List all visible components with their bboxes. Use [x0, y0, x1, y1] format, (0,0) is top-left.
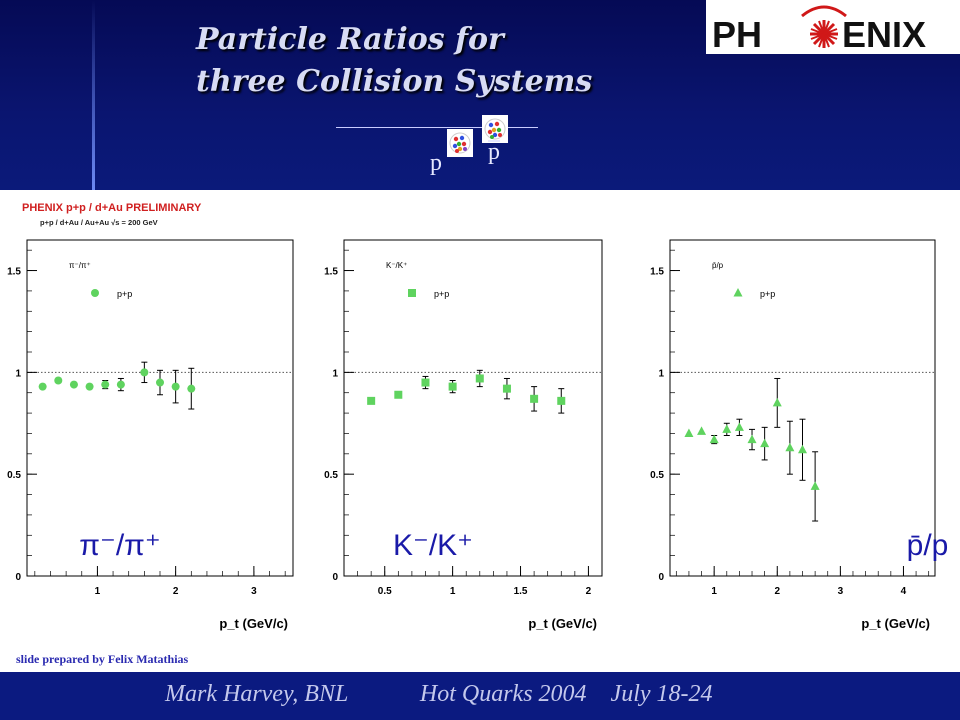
x-axis-label: p_t (GeV/c) — [219, 616, 288, 631]
data-point — [69, 380, 78, 389]
data-point — [156, 378, 164, 387]
slide-title-line-1: Particle Ratios for — [196, 22, 504, 57]
y-tick-label: 1 — [15, 368, 21, 379]
data-point — [85, 382, 94, 391]
data-point — [54, 376, 63, 385]
data-point — [448, 382, 457, 391]
y-tick-label: 0.5 — [650, 470, 664, 481]
data-point — [734, 422, 744, 431]
data-point — [709, 434, 719, 444]
data-point — [394, 390, 403, 399]
data-point — [171, 382, 180, 391]
y-tick-label: 0.5 — [324, 470, 338, 481]
data-point — [810, 481, 820, 490]
x-tick-label: 0.5 — [378, 586, 392, 597]
footer-band — [0, 672, 960, 720]
data-point — [421, 378, 430, 387]
data-point — [722, 424, 732, 433]
header-accent-line — [92, 0, 95, 190]
plot-frame — [26, 239, 294, 577]
legend-marker — [408, 289, 416, 297]
proton-icon — [447, 129, 473, 157]
data-point — [785, 442, 795, 452]
data-point — [101, 380, 110, 389]
y-tick-label: 1 — [332, 368, 338, 379]
legend-marker — [91, 289, 99, 297]
x-tick-label: 1 — [711, 586, 717, 597]
legend-label: p+p — [434, 289, 449, 299]
x-tick-label: 2 — [774, 586, 780, 597]
data-point — [530, 394, 539, 403]
y-tick-label: 1 — [658, 368, 664, 379]
antiproton-label: p — [488, 139, 500, 165]
legend-marker — [733, 288, 743, 297]
data-point — [798, 444, 807, 454]
x-tick-label: 1 — [450, 586, 456, 597]
title-divider — [336, 127, 538, 128]
antiproton-bar — [488, 140, 500, 142]
y-tick-label: 1.5 — [324, 267, 338, 278]
x-tick-label: 1 — [95, 586, 101, 597]
logo-text-left: PH — [712, 14, 762, 54]
data-point — [116, 380, 125, 389]
y-tick-label: 1.5 — [650, 267, 664, 278]
inset-label: π⁻/π⁺ — [69, 261, 91, 270]
footer-text: Mark Harvey, BNL Hot Quarks 2004 July 18… — [165, 681, 713, 707]
x-axis-label: p_t (GeV/c) — [861, 616, 930, 631]
x-axis-label: p_t (GeV/c) — [528, 616, 597, 631]
y-tick-label: 0.5 — [7, 470, 21, 481]
x-tick-label: 2 — [586, 586, 592, 597]
data-point — [140, 368, 149, 377]
plot-area: PHENIX p+p / d+Au PRELIMINARY p+p / d+Au… — [0, 190, 960, 672]
legend-label: p+p — [117, 289, 132, 299]
data-point — [772, 397, 782, 407]
data-point — [557, 396, 566, 405]
ratio-overlay-label: p̄/p — [907, 529, 949, 562]
y-tick-label: 0 — [658, 572, 664, 583]
ratio-overlay-label: π⁻/π⁺ — [79, 529, 160, 562]
chart-panel-1: 0 0.5 1 1.5 1 2 3 p_t (GeV/c) π⁻/π⁺ p+p π⁻/π⁺ — [7, 239, 294, 631]
slide-title-line-2: three Collision Systems — [196, 64, 593, 99]
data-point — [367, 396, 376, 405]
x-tick-label: 3 — [251, 586, 257, 597]
chart-panel-3: 0 0.5 1 1.5 1 2 3 4 p_t (GeV/c) p̄/p p+p p̄/p — [650, 239, 949, 631]
inset-label: p̄/p — [712, 261, 724, 270]
legend-label: p+p — [760, 289, 775, 299]
logo-sun-icon — [810, 20, 838, 48]
proton-label: p — [430, 150, 442, 176]
x-tick-label: 1.5 — [514, 586, 528, 597]
phenix-logo: PH ENIX — [706, 0, 960, 54]
y-tick-label: 0 — [15, 572, 21, 583]
preliminary-heading: PHENIX p+p / d+Au PRELIMINARY — [22, 202, 202, 214]
logo-text-right: ENIX — [842, 14, 926, 54]
data-point — [502, 384, 511, 393]
preliminary-subheading: p+p / d+Au / Au+Au √s = 200 GeV — [40, 218, 158, 227]
y-tick-label: 1.5 — [7, 267, 21, 278]
x-tick-label: 2 — [173, 586, 179, 597]
plot-frame — [343, 239, 603, 577]
ratio-overlay-label: K⁻/K⁺ — [393, 529, 473, 562]
data-point — [38, 382, 47, 391]
inset-label: K⁻/K⁺ — [386, 261, 407, 270]
data-point — [187, 384, 196, 393]
ratio-plots: PHENIX p+p / d+Au PRELIMINARY p+p / d+Au… — [7, 202, 949, 631]
data-point — [697, 426, 707, 435]
antiproton-icon — [482, 115, 508, 143]
data-point — [684, 428, 694, 437]
data-point — [760, 438, 770, 448]
data-point — [747, 434, 757, 444]
y-tick-label: 0 — [332, 572, 338, 583]
plot-frame — [669, 239, 936, 577]
slide-credit: slide prepared by Felix Matathias — [16, 652, 189, 666]
x-tick-label: 4 — [901, 586, 907, 597]
chart-panel-2: 0 0.5 1 1.5 0.5 1 1.5 2 p_t (GeV/c) K⁻/K⁺ p+p K⁻/K⁺ — [324, 239, 603, 631]
x-tick-label: 3 — [838, 586, 844, 597]
data-point — [475, 374, 484, 383]
